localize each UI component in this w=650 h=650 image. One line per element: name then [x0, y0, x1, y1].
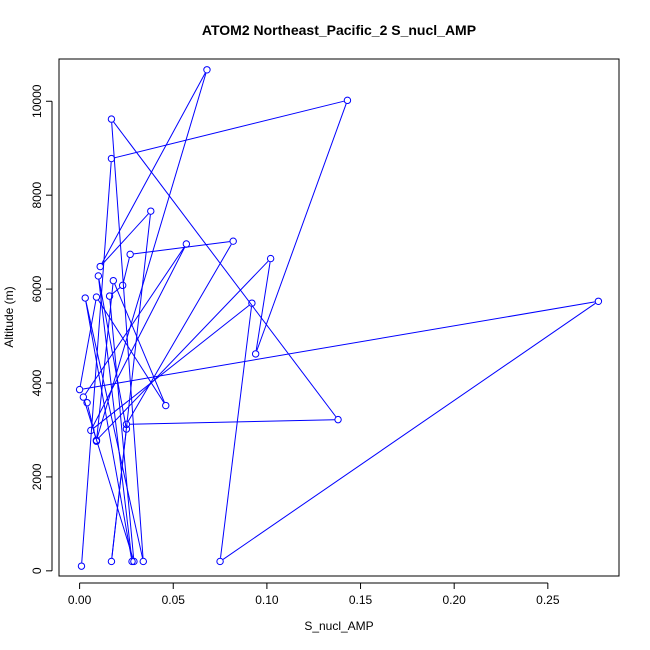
series-segment [85, 301, 143, 559]
data-point [122, 420, 131, 429]
series-segment [123, 257, 130, 282]
x-tick-label: 0.25 [536, 593, 560, 607]
data-point [96, 262, 104, 271]
series-segment [98, 279, 133, 558]
data-point [139, 557, 147, 566]
series-segment [222, 302, 596, 560]
series-segment [220, 306, 252, 558]
series-segment [114, 283, 165, 403]
data-point [107, 154, 116, 163]
series-segment [127, 244, 232, 422]
data-point [79, 393, 88, 401]
data-point [105, 292, 114, 300]
series-segment [87, 406, 97, 438]
data-point [130, 557, 138, 566]
data-point [94, 272, 103, 280]
data-point [107, 115, 116, 123]
data-point [92, 293, 101, 301]
y-tick-label: 6000 [30, 275, 44, 302]
x-tick-label: 0.05 [162, 593, 186, 607]
y-axis-label: Altitude (m) [2, 286, 16, 347]
y-tick-label: 4000 [30, 369, 44, 396]
x-axis-label: S_nucl_AMP [304, 619, 373, 633]
series-segment [96, 284, 114, 438]
series-segment [79, 300, 97, 387]
data-point [75, 385, 84, 394]
data-point [594, 297, 603, 305]
plot-frame [58, 58, 620, 577]
data-point [81, 294, 89, 302]
chart-title: ATOM2 Northeast_Pacific_2 S_nucl_AMP [202, 22, 476, 38]
y-axis: 0 2000 4000 6000 8000 10000 [30, 84, 53, 574]
x-tick-label: 0.20 [443, 593, 467, 607]
data-point [77, 562, 86, 570]
series-segment [92, 246, 186, 428]
series-segment [113, 121, 337, 418]
data-point [107, 557, 116, 566]
series-segment [102, 213, 149, 265]
series-segment [109, 299, 135, 558]
series-segment [255, 262, 271, 351]
data-point [203, 66, 211, 74]
y-tick-label: 10000 [30, 84, 44, 118]
data-point [126, 250, 134, 259]
series-segment [111, 122, 144, 558]
series-segment [85, 301, 132, 558]
series-segment [133, 241, 230, 255]
series-points [75, 66, 603, 570]
data-point [147, 207, 155, 215]
y-tick-label: 0 [30, 567, 44, 574]
data-point [118, 281, 127, 290]
series-segment [256, 103, 347, 351]
data-point [216, 557, 224, 566]
x-axis: 0.00 0.05 0.10 0.15 0.20 0.25 [68, 582, 560, 607]
y-tick-label: 8000 [30, 182, 44, 209]
series-segment [101, 72, 206, 264]
data-point [248, 299, 256, 307]
series-lines [79, 72, 596, 563]
data-point [343, 96, 352, 105]
data-point [229, 237, 237, 245]
data-point [128, 557, 136, 566]
data-point [83, 399, 91, 407]
series-segment [93, 305, 250, 429]
series-segment [130, 419, 335, 425]
series-segment [112, 287, 121, 295]
x-tick-label: 0.10 [255, 593, 279, 607]
x-tick-label: 0.15 [349, 593, 373, 607]
series-segment [97, 73, 207, 437]
data-point [162, 401, 170, 410]
series-segment [98, 260, 269, 439]
data-point [182, 240, 191, 248]
data-point [122, 425, 131, 433]
data-point [109, 276, 118, 285]
series-segment [84, 246, 185, 395]
data-point [266, 254, 275, 263]
y-tick-label: 2000 [30, 463, 44, 490]
data-point [92, 437, 101, 445]
data-point [87, 426, 95, 435]
series-segment [114, 100, 345, 159]
series-segment [98, 279, 127, 426]
series-segment [83, 301, 595, 390]
x-tick-label: 0.00 [68, 593, 92, 607]
data-point [334, 415, 342, 424]
data-point [251, 350, 260, 358]
